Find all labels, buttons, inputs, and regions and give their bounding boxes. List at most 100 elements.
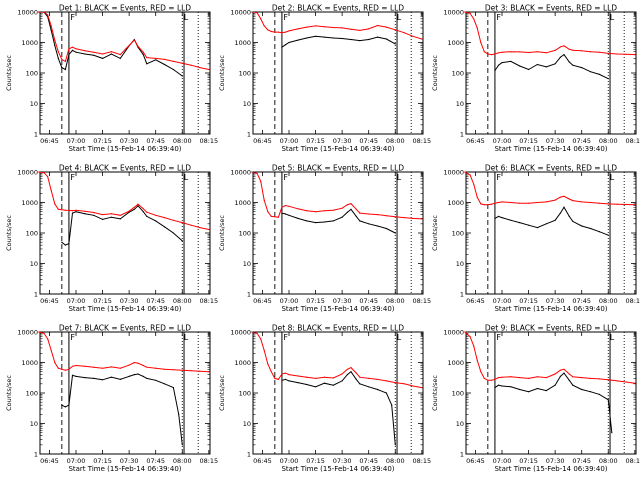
data-point-events: [181, 75, 183, 77]
x-tick-label: 08:15: [625, 457, 640, 465]
series-line-lld: [253, 12, 422, 40]
y-axis-label: Counts/sec: [431, 375, 439, 411]
panel-title: Det 1: BLACK = Events, RED = LLD: [59, 4, 191, 13]
data-point-events: [598, 393, 601, 395]
data-point-lld: [469, 174, 471, 176]
y-tick-label: 10: [30, 260, 38, 268]
data-point-lld: [350, 203, 352, 205]
data-point-events: [297, 39, 299, 41]
data-point-lld: [64, 60, 66, 63]
data-point-lld: [464, 171, 466, 173]
data-point-events: [68, 243, 70, 245]
x-tick-label: 08:00: [599, 457, 618, 465]
x-tick-label: 06:45: [253, 457, 272, 465]
data-point-events: [119, 218, 121, 220]
data-point-lld: [341, 207, 343, 209]
bracket-label: F: [70, 173, 75, 182]
data-point-lld: [394, 382, 396, 384]
data-point-lld: [251, 171, 253, 173]
data-point-lld: [359, 29, 361, 31]
data-point-lld: [403, 383, 405, 385]
data-point-lld: [163, 217, 166, 219]
data-point-events: [119, 378, 121, 380]
data-point-events: [133, 374, 135, 376]
x-axis-label: Start Time (15-Feb-14 06:39:40): [68, 145, 181, 153]
data-point-events: [536, 387, 539, 390]
y-tick-label: 10: [243, 260, 251, 268]
data-point-lld: [251, 11, 253, 13]
data-point-lld: [146, 57, 148, 59]
data-point-lld: [510, 201, 512, 204]
data-point-lld: [277, 378, 279, 380]
data-point-lld: [71, 46, 74, 48]
data-point-lld: [501, 201, 503, 203]
data-point-lld: [155, 367, 157, 369]
detector-panel-7: 1 10 100 1000 10000 06:45 07:00 07:15 07:30 07:45…: [5, 324, 218, 474]
data-point-lld: [589, 51, 592, 53]
data-point-events: [568, 379, 570, 381]
time-markers: [61, 172, 199, 294]
data-point-lld: [84, 365, 86, 367]
data-point-events: [75, 51, 77, 53]
data-point-events: [581, 67, 583, 69]
data-point-events: [110, 216, 112, 218]
bracket-label: F: [283, 173, 288, 182]
y-tick-label: 1: [247, 131, 251, 139]
data-point-events: [510, 219, 512, 221]
data-point-lld: [480, 203, 482, 205]
data-point-lld: [61, 209, 63, 211]
x-tick-label: 08:15: [199, 297, 218, 305]
data-point-lld: [47, 14, 49, 16]
y-tick-label: 10000: [230, 9, 251, 17]
data-point-lld: [323, 210, 325, 212]
data-point-events: [568, 61, 570, 63]
data-point-lld: [519, 51, 521, 53]
data-point-events: [323, 36, 325, 38]
data-point-events: [589, 391, 592, 393]
y-tick-label: 10: [456, 420, 464, 428]
x-tick-label: 08:15: [625, 297, 640, 305]
x-axis-label: Start Time (15-Feb-14 06:39:40): [494, 465, 607, 473]
data-point-events: [589, 227, 592, 230]
data-point-lld: [38, 11, 40, 13]
data-point-events: [68, 404, 70, 406]
time-markers: [487, 332, 625, 454]
data-point-events: [494, 217, 496, 219]
data-point-events: [359, 383, 361, 385]
series-line-events: [494, 372, 613, 433]
data-point-events: [61, 67, 63, 69]
data-point-lld: [172, 60, 174, 63]
data-point-lld: [119, 367, 121, 369]
x-tick-label: 08:15: [412, 457, 431, 465]
data-point-events: [368, 386, 370, 388]
data-point-events: [559, 212, 562, 214]
data-point-lld: [412, 35, 414, 37]
data-point-events: [61, 404, 63, 406]
x-tick-label: 07:45: [146, 457, 165, 465]
data-point-lld: [501, 376, 503, 378]
series-line-events: [61, 205, 183, 246]
y-tick-label: 10000: [443, 9, 464, 17]
data-point-lld: [483, 204, 485, 206]
data-point-lld: [119, 54, 121, 56]
time-markers: [487, 12, 625, 134]
data-point-events: [155, 379, 157, 381]
panel-title: Det 8: BLACK = Events, RED = LLD: [272, 324, 404, 333]
data-point-events: [297, 217, 299, 219]
data-point-events: [536, 227, 539, 229]
data-point-events: [545, 223, 547, 225]
data-point-events: [281, 46, 283, 48]
data-point-lld: [536, 51, 539, 53]
data-point-lld: [277, 216, 279, 218]
data-point-lld: [47, 176, 49, 178]
data-point-lld: [297, 375, 299, 377]
data-point-lld: [490, 203, 492, 205]
data-point-events: [589, 71, 592, 73]
data-point-lld: [75, 209, 77, 211]
data-point-events: [501, 62, 503, 64]
data-point-events: [341, 37, 343, 40]
data-point-events: [102, 57, 104, 60]
data-point-events: [64, 244, 66, 246]
y-tick-label: 10: [456, 260, 464, 268]
data-point-events: [146, 215, 148, 217]
